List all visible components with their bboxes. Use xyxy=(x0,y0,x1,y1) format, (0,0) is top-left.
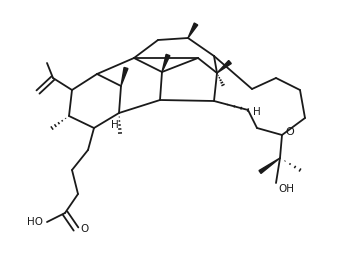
Text: HO: HO xyxy=(27,217,43,227)
Polygon shape xyxy=(188,23,198,38)
Polygon shape xyxy=(121,68,128,86)
Polygon shape xyxy=(162,54,170,72)
Text: O: O xyxy=(80,224,88,234)
Polygon shape xyxy=(259,158,280,173)
Polygon shape xyxy=(217,60,231,73)
Text: H: H xyxy=(253,107,261,117)
Text: OH: OH xyxy=(278,184,294,194)
Text: O: O xyxy=(285,127,294,137)
Text: H: H xyxy=(111,120,119,130)
